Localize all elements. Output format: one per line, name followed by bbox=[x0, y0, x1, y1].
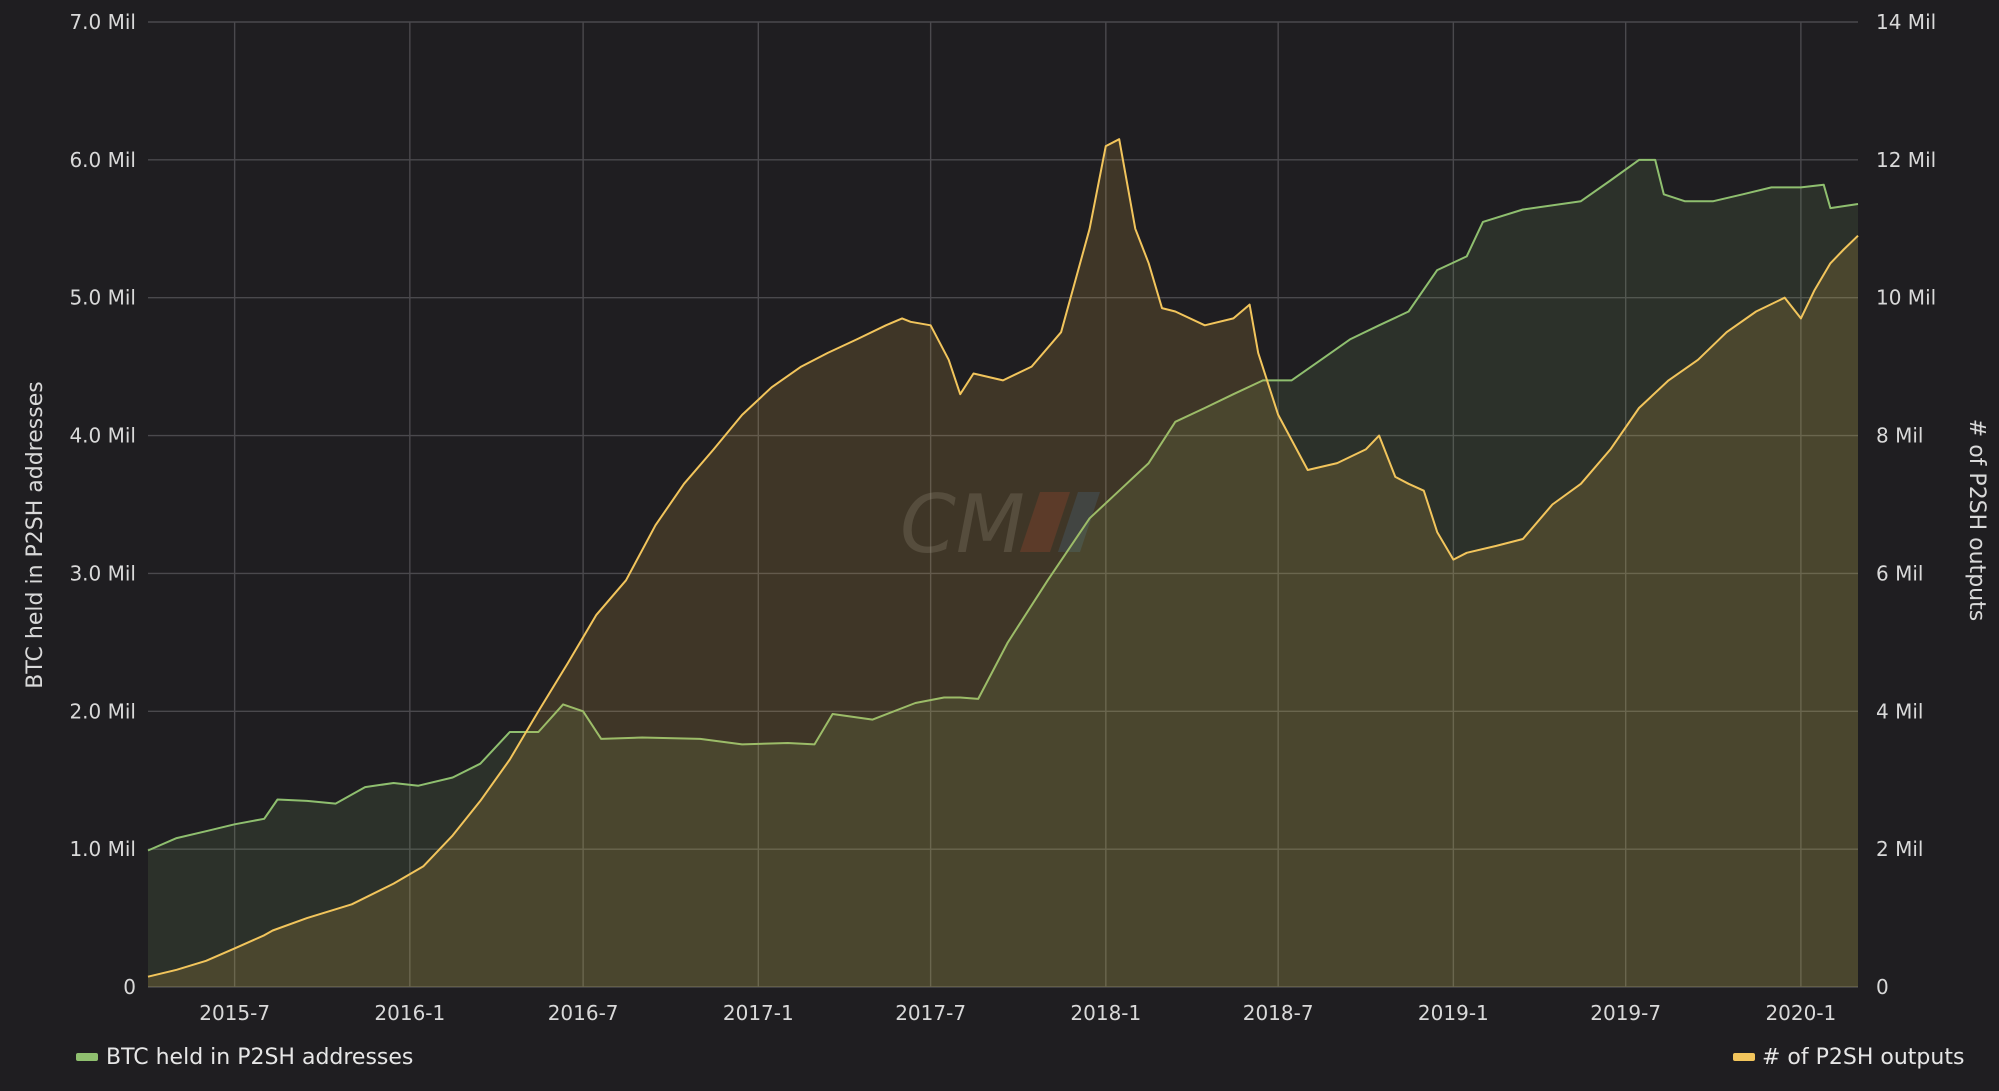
x-tick-label: 2020-1 bbox=[1765, 1001, 1836, 1025]
y-left-tick-label: 0 bbox=[123, 975, 136, 999]
x-tick-label: 2018-1 bbox=[1070, 1001, 1141, 1025]
y-axis-left-title: BTC held in P2SH addresses bbox=[23, 381, 48, 688]
x-tick-label: 2016-1 bbox=[374, 1001, 445, 1025]
series-line-outputs bbox=[147, 138, 1859, 978]
x-tick-label: 2019-7 bbox=[1590, 1001, 1661, 1025]
x-tick-label: 2015-7 bbox=[199, 1001, 270, 1025]
y-left-tick-label: 7.0 Mil bbox=[69, 10, 136, 34]
y-right-tick-label: 8 Mil bbox=[1876, 424, 1923, 448]
y-right-tick-label: 12 Mil bbox=[1876, 148, 1936, 172]
y-right-tick-label: 4 Mil bbox=[1876, 699, 1923, 723]
y-left-tick-label: 1.0 Mil bbox=[69, 837, 136, 861]
series-area-btc bbox=[148, 159, 1858, 987]
x-tick-label: 2017-7 bbox=[895, 1001, 966, 1025]
y-right-tick-label: 10 Mil bbox=[1876, 286, 1936, 310]
y-right-tick-label: 0 bbox=[1876, 975, 1889, 999]
series-line-btc bbox=[147, 158, 1859, 852]
series-layer bbox=[147, 138, 1859, 987]
x-tick-label: 2019-1 bbox=[1418, 1001, 1489, 1025]
legend-left[interactable]: BTC held in P2SH addresses bbox=[76, 1045, 413, 1070]
x-tick-label: 2018-7 bbox=[1243, 1001, 1314, 1025]
x-tick-label: 2017-1 bbox=[723, 1001, 794, 1025]
watermark-logo-text: CM bbox=[900, 478, 1025, 571]
watermark-logo-red-mark bbox=[1020, 492, 1070, 552]
y-right-tick-label: 6 Mil bbox=[1876, 561, 1923, 585]
legend-label-outputs: # of P2SH outputs bbox=[1762, 1045, 1964, 1070]
grid-layer bbox=[148, 21, 1858, 988]
legend-right[interactable]: # of P2SH outputs bbox=[1733, 1045, 1964, 1070]
y-left-tick-label: 4.0 Mil bbox=[69, 424, 136, 448]
y-axis-right-title: # of P2SH outputs bbox=[1964, 419, 1989, 621]
x-tick-label: 2016-7 bbox=[548, 1001, 619, 1025]
legend-swatch-btc bbox=[76, 1053, 98, 1061]
axis-layer: 0 0 1.0 Mil 2 Mil 2.0 Mil 4 Mil 3.0 Mil 6 Mil 4.… bbox=[69, 10, 1936, 1025]
y-right-tick-label: 2 Mil bbox=[1876, 837, 1923, 861]
y-left-tick-label: 5.0 Mil bbox=[69, 286, 136, 310]
y-left-tick-label: 6.0 Mil bbox=[69, 148, 136, 172]
legend-label-btc: BTC held in P2SH addresses bbox=[106, 1045, 413, 1070]
watermark-logo-blue-mark bbox=[1058, 492, 1100, 552]
y-right-tick-label: 14 Mil bbox=[1876, 10, 1936, 34]
series-area-outputs bbox=[148, 139, 1858, 987]
y-left-tick-label: 3.0 Mil bbox=[69, 561, 136, 585]
watermark-logo: CM bbox=[900, 478, 1100, 571]
y-left-tick-label: 2.0 Mil bbox=[69, 699, 136, 723]
legend-swatch-outputs bbox=[1733, 1053, 1755, 1061]
